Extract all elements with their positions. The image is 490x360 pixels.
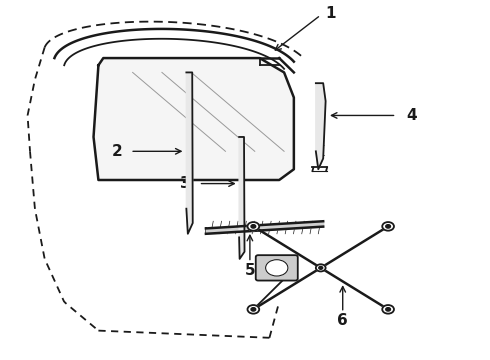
Text: 1: 1 xyxy=(325,6,336,21)
Circle shape xyxy=(247,305,259,314)
Circle shape xyxy=(266,260,288,276)
Circle shape xyxy=(251,225,256,228)
Text: 3: 3 xyxy=(180,176,191,191)
Circle shape xyxy=(382,222,394,231)
Text: 4: 4 xyxy=(406,108,416,123)
Circle shape xyxy=(386,308,391,311)
Polygon shape xyxy=(316,83,326,169)
Polygon shape xyxy=(94,58,294,180)
Text: 2: 2 xyxy=(112,144,122,159)
Text: 5: 5 xyxy=(245,263,255,278)
Polygon shape xyxy=(186,72,193,234)
Circle shape xyxy=(251,308,256,311)
Circle shape xyxy=(382,305,394,314)
Circle shape xyxy=(319,266,323,269)
Circle shape xyxy=(316,264,326,271)
Circle shape xyxy=(247,222,259,231)
Circle shape xyxy=(386,225,391,228)
FancyBboxPatch shape xyxy=(256,255,298,280)
Text: 6: 6 xyxy=(337,313,348,328)
Polygon shape xyxy=(239,137,245,259)
